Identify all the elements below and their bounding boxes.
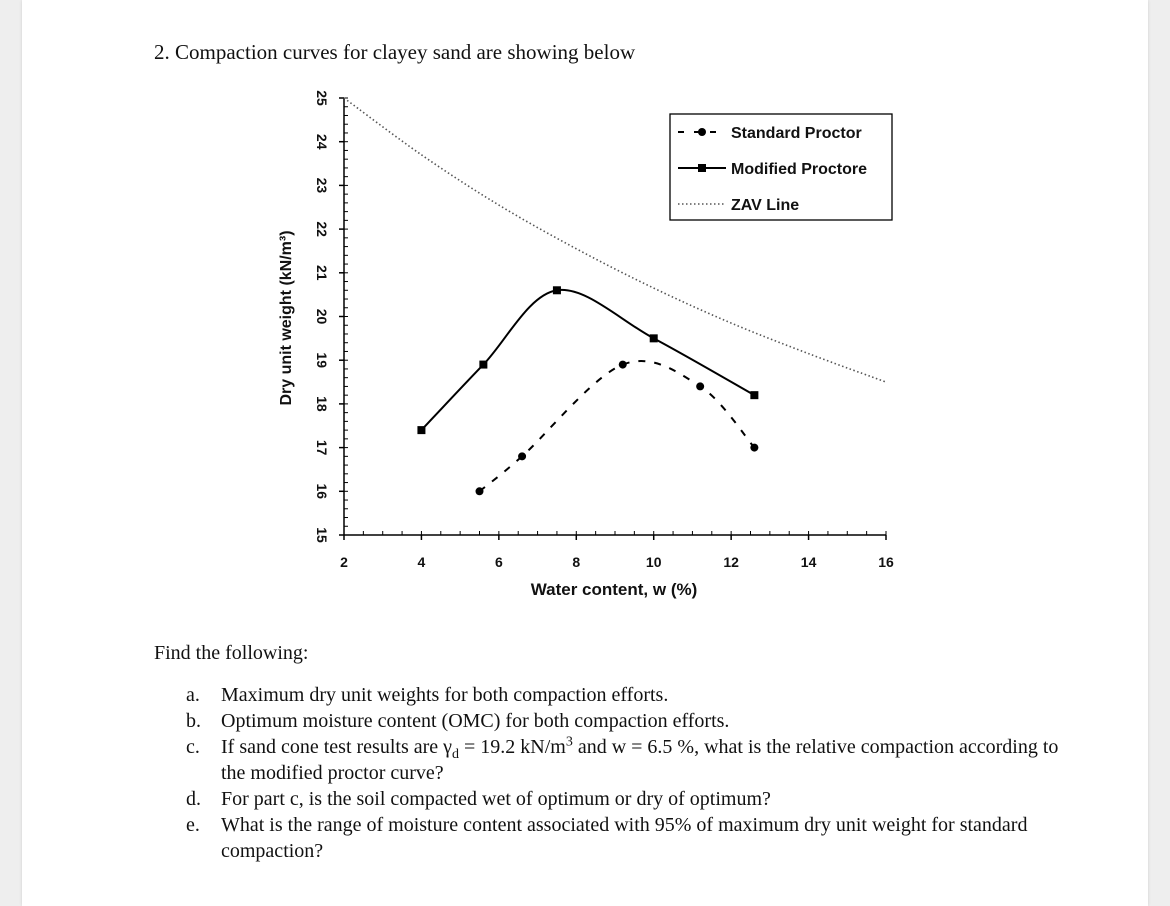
- y-tick-label: 23: [314, 178, 330, 194]
- data-point: [479, 360, 488, 369]
- y-tick-label: 18: [314, 396, 330, 412]
- unit-superscript: 3: [565, 734, 573, 750]
- series-0: [475, 360, 759, 496]
- data-point: [750, 443, 759, 452]
- x-tick-label: 4: [418, 554, 426, 570]
- y-tick-label: 20: [314, 309, 330, 325]
- x-tick-label: 8: [572, 554, 580, 570]
- document-page: 2. Compaction curves for clayey sand are…: [22, 0, 1148, 906]
- legend-entry: Modified Proctore: [678, 161, 867, 178]
- y-tick-label: 25: [314, 90, 330, 106]
- series-2: [343, 97, 887, 383]
- x-tick-label: 2: [340, 554, 348, 570]
- question-item-c: c. If sand cone test results are γd = 19…: [186, 734, 1066, 786]
- y-axis-label: Dry unit weight (kN/m³): [278, 230, 295, 405]
- data-point: [475, 487, 484, 496]
- y-tick-label: 15: [314, 527, 330, 543]
- legend-marker: [698, 164, 706, 172]
- item-text: Maximum dry unit weights for both compac…: [221, 684, 669, 706]
- chart-legend: Standard Proctor Modified Proctore ZAV Lin…: [669, 113, 893, 221]
- gamma-subscript: d: [451, 747, 459, 762]
- item-text-mid: = 19.2 kN/m: [458, 736, 566, 758]
- y-tick-label: 21: [314, 265, 330, 281]
- x-tick-label: 12: [723, 554, 739, 570]
- item-letter: b.: [186, 710, 201, 732]
- question-list: a. Maximum dry unit weights for both com…: [186, 682, 1066, 864]
- item-letter: c.: [186, 736, 200, 758]
- y-tick-label: 16: [314, 484, 330, 500]
- item-text: Optimum moisture content (OMC) for both …: [221, 710, 730, 732]
- data-point: [518, 452, 527, 461]
- item-letter: e.: [186, 814, 200, 836]
- legend-label: Modified Proctore: [731, 161, 867, 178]
- x-tick-label: 10: [646, 554, 662, 570]
- find-heading: Find the following:: [154, 642, 309, 664]
- series-line: [343, 97, 887, 383]
- data-point: [750, 391, 759, 400]
- data-point: [552, 286, 561, 295]
- question-item-d: d. For part c, is the soil compacted wet…: [186, 786, 1066, 812]
- x-tick-label: 16: [878, 554, 894, 570]
- question-title: 2. Compaction curves for clayey sand are…: [154, 40, 636, 64]
- x-axis-label: Water content, w (%): [531, 580, 698, 599]
- item-text: For part c, is the soil compacted wet of…: [221, 788, 771, 810]
- legend-label: Standard Proctor: [731, 125, 862, 142]
- series-line: [478, 360, 756, 493]
- legend-label: ZAV Line: [731, 197, 799, 214]
- legend-entry: ZAV Line: [678, 197, 799, 214]
- item-text-post: and w = 6.5 %, what is the relative comp…: [221, 736, 1059, 784]
- data-point: [618, 360, 627, 369]
- chart-series: [343, 97, 887, 496]
- item-text: What is the range of moisture content as…: [221, 814, 1028, 862]
- legend-marker: [698, 128, 706, 136]
- legend-entry: Standard Proctor: [678, 125, 862, 142]
- data-point: [696, 382, 705, 391]
- y-tick-label: 24: [314, 134, 330, 150]
- y-tick-label: 17: [314, 440, 330, 456]
- x-tick-label: 14: [801, 554, 817, 570]
- item-text: If sand cone test results are γd = 19.2 …: [221, 734, 1066, 786]
- item-text-pre: If sand cone test results are γ: [221, 736, 452, 758]
- question-item-e: e. What is the range of moisture content…: [186, 812, 1066, 864]
- y-tick-label: 19: [314, 352, 330, 368]
- data-point: [417, 426, 426, 435]
- question-item-a: a. Maximum dry unit weights for both com…: [186, 682, 1066, 708]
- data-point: [649, 334, 658, 343]
- item-letter: a.: [186, 684, 200, 706]
- item-letter: d.: [186, 788, 201, 810]
- question-item-b: b. Optimum moisture content (OMC) for bo…: [186, 708, 1066, 734]
- series-line: [420, 289, 755, 431]
- series-1: [417, 286, 759, 435]
- y-tick-label: 22: [314, 221, 330, 237]
- x-tick-label: 6: [495, 554, 503, 570]
